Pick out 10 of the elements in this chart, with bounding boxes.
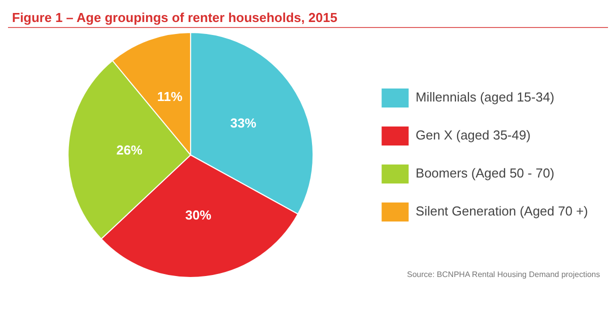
- source-note: Source: BCNPHA Rental Housing Demand projections: [407, 270, 600, 279]
- data-label: 30%: [185, 207, 212, 222]
- legend-label: Boomers (Aged 50 - 70): [416, 166, 554, 181]
- legend-label: Millennials (aged 15-34): [416, 90, 554, 105]
- data-label: 11%: [157, 88, 183, 104]
- legend-label: Gen X (aged 35-49): [416, 128, 531, 143]
- legend-label: Silent Generation (Aged 70 +): [416, 204, 588, 219]
- data-label: 33%: [230, 115, 257, 130]
- data-label: 26%: [116, 142, 143, 158]
- chart-title: Figure 1 – Age groupings of renter households, 2015: [8, 8, 608, 28]
